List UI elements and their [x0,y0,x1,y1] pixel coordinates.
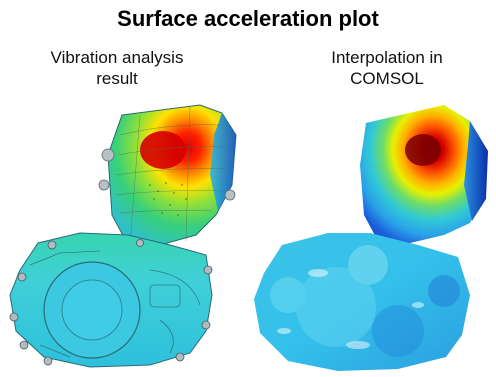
comsol-interpolation-image [248,95,496,377]
hotspot [140,131,186,169]
left-bolts [98,148,236,201]
left-caption-line1: Vibration analysis [50,48,184,67]
figure-title: Surface acceleration plot [117,6,379,31]
head-mesh-lines [115,106,229,244]
engine-comsol-plot [254,105,488,371]
head-dots [149,182,187,216]
vibration-result-image [0,95,250,377]
left-caption: Vibration analysis result [22,47,212,89]
comsol-cylinder-head [360,105,486,245]
comsol-crankcase [254,233,470,371]
comsol-highlights [277,269,424,349]
cylinder-head [107,104,237,246]
clutch-inner [61,279,123,341]
left-caption-line2: result [96,69,138,88]
crankcase-bolts [9,239,213,366]
right-caption-line2: COMSOL [350,69,424,88]
comsol-shading [270,245,460,357]
crankcase-details [29,250,201,358]
engine-vibration-plot [9,104,237,368]
comsol-hotspot [405,134,441,166]
right-caption: Interpolation in COMSOL [292,47,482,89]
comsol-head-side [464,121,488,221]
head-side [210,113,236,211]
right-caption-line1: Interpolation in [331,48,443,67]
